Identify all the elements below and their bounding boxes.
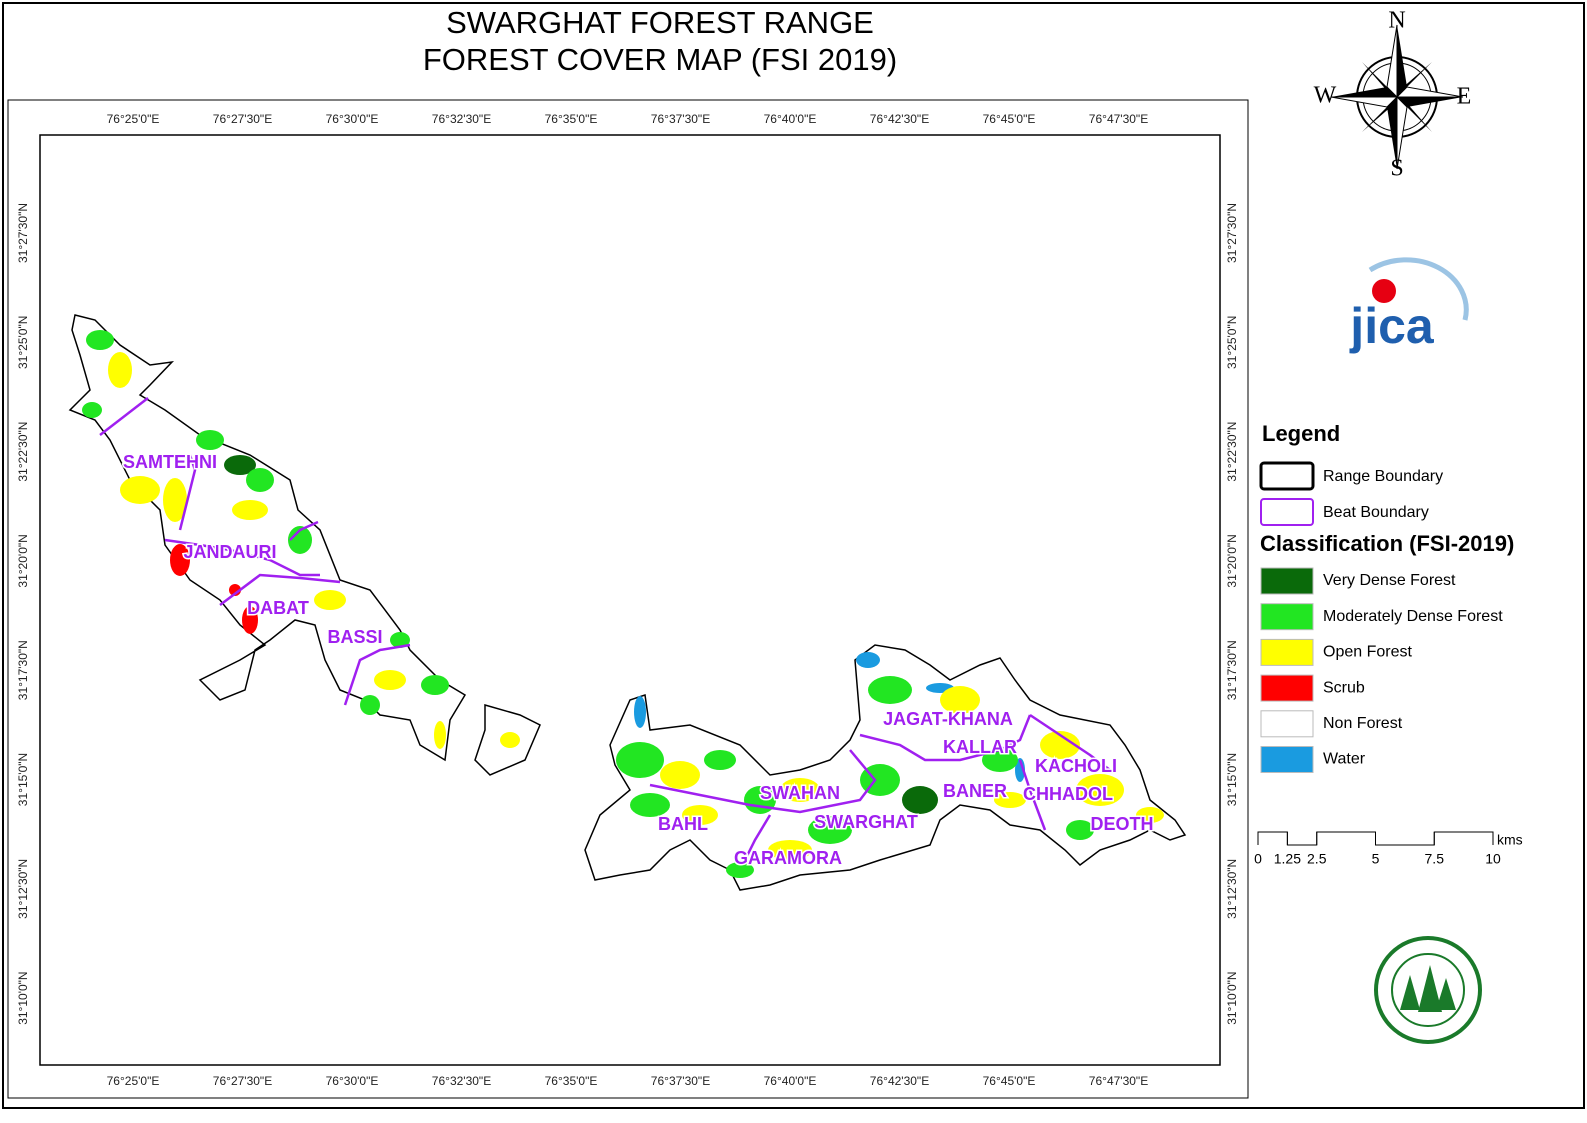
coordinate-labels: 76°25'0"E 76°25'0"E 76°27'30"E 76°27'30"E 76… (16, 112, 1239, 1088)
legend-label: Beat Boundary (1323, 504, 1429, 521)
legend-label: Non Forest (1323, 715, 1403, 732)
longitude-label: 76°40'0"E (764, 1074, 817, 1088)
legend-swatch (1259, 461, 1315, 491)
longitude-label: 76°42'30"E (870, 112, 929, 126)
beat-label: SAMTEHNI (123, 452, 217, 472)
scale-unit: kms (1497, 832, 1523, 848)
compass-s: S (1390, 156, 1403, 182)
latitude-label: 31°20'0"N (1225, 534, 1239, 587)
legend-label: Scrub (1323, 679, 1365, 696)
latitude-label: 31°27'30"N (16, 203, 30, 263)
beat-label: DEOTH (1091, 814, 1154, 834)
latitude-label: 31°27'30"N (1225, 203, 1239, 263)
latitude-label: 31°17'30"N (16, 640, 30, 700)
compass-rose (1330, 24, 1464, 170)
west-region (68, 314, 541, 776)
title-line: SWARGHAT FOREST RANGE (446, 5, 874, 40)
latitude-label: 31°22'30"N (1225, 422, 1239, 482)
longitude-label: 76°37'30"E (651, 1074, 710, 1088)
east-region (584, 644, 1187, 891)
beat-label: CHHADOL (1023, 784, 1113, 804)
title-line: FOREST COVER MAP (FSI 2019) (423, 42, 897, 77)
outer-frame (7, 99, 1249, 1099)
scale-label: 2.5 (1307, 851, 1327, 867)
beat-label: SWARGHAT (814, 812, 918, 832)
latitude-label: 31°25'0"N (1225, 316, 1239, 369)
legend-swatch (1260, 710, 1314, 738)
legend-label: Open Forest (1323, 644, 1412, 661)
scale-label: 10 (1485, 851, 1501, 867)
longitude-label: 76°30'0"E (326, 1074, 379, 1088)
longitude-label: 76°40'0"E (764, 112, 817, 126)
jica-logo: jica (1349, 257, 1469, 354)
scale-bar: 0 1.25 2.5 5 7.5 10 kms (1254, 831, 1523, 867)
beat-label: SWAHAN (760, 783, 840, 803)
legend-swatch (1260, 498, 1314, 526)
compass-e: E (1457, 84, 1472, 110)
latitude-label: 31°22'30"N (16, 422, 30, 482)
legend-title: Legend (1262, 421, 1340, 446)
forest-emblem (1374, 936, 1482, 1044)
longitude-label: 76°27'30"E (213, 1074, 272, 1088)
longitude-label: 76°35'0"E (545, 112, 598, 126)
latitude-label: 31°10'0"N (1225, 971, 1239, 1024)
beat-label: BANER (943, 781, 1007, 801)
latitude-label: 31°15'0"N (1225, 753, 1239, 806)
longitude-label: 76°32'30"E (432, 112, 491, 126)
legend-swatch (1260, 603, 1314, 631)
beat-label: DABAT (247, 598, 309, 618)
legend-label: Water (1323, 751, 1366, 768)
legend-label: Range Boundary (1323, 468, 1443, 485)
legend-swatch (1260, 567, 1314, 595)
legend-swatch (1260, 746, 1314, 773)
latitude-label: 31°25'0"N (16, 316, 30, 369)
scale-label: 1.25 (1274, 851, 1301, 867)
beat-label: KACHOLI (1035, 756, 1117, 776)
scale-label: 0 (1254, 851, 1262, 867)
compass-w: W (1314, 83, 1337, 109)
legend-label: Very Dense Forest (1323, 572, 1456, 589)
longitude-label: 76°27'30"E (213, 112, 272, 126)
classification-title: Classification (FSI-2019) (1260, 531, 1514, 556)
compass-n: N (1388, 8, 1405, 34)
beat-label: JANDAURI (183, 542, 276, 562)
beat-label: BASSI (327, 627, 382, 647)
longitude-label: 76°35'0"E (545, 1074, 598, 1088)
legend-swatch (1260, 638, 1314, 666)
scale-outline (1257, 831, 1494, 846)
longitude-label: 76°37'30"E (651, 112, 710, 126)
scale-label: 5 (1372, 851, 1380, 867)
longitude-label: 76°30'0"E (326, 112, 379, 126)
latitude-label: 31°20'0"N (16, 534, 30, 587)
latitude-label: 31°17'30"N (1225, 640, 1239, 700)
beat-label: KALLAR (943, 737, 1017, 757)
longitude-label: 76°25'0"E (107, 112, 160, 126)
longitude-label: 76°47'30"E (1089, 1074, 1148, 1088)
legend-swatch (1260, 674, 1314, 702)
longitude-label: 76°47'30"E (1089, 112, 1148, 126)
longitude-label: 76°45'0"E (983, 1074, 1036, 1088)
longitude-label: 76°45'0"E (983, 112, 1036, 126)
latitude-label: 31°12'30"N (1225, 859, 1239, 919)
latitude-label: 31°15'0"N (16, 753, 30, 806)
longitude-label: 76°32'30"E (432, 1074, 491, 1088)
beat-label: GARAMORA (734, 848, 842, 868)
longitude-label: 76°42'30"E (870, 1074, 929, 1088)
beat-label: JAGAT-KHANA (883, 709, 1013, 729)
legend: Range Boundary Beat Boundary Very Dense Fo… (1259, 461, 1503, 773)
logo-text: jica (1349, 298, 1435, 354)
map-frame (39, 134, 1221, 1066)
latitude-label: 31°12'30"N (16, 859, 30, 919)
scale-label: 7.5 (1425, 851, 1445, 867)
latitude-label: 31°10'0"N (16, 971, 30, 1024)
beat-label: BAHL (658, 814, 708, 834)
longitude-label: 76°25'0"E (107, 1074, 160, 1088)
legend-label: Moderately Dense Forest (1323, 608, 1503, 625)
